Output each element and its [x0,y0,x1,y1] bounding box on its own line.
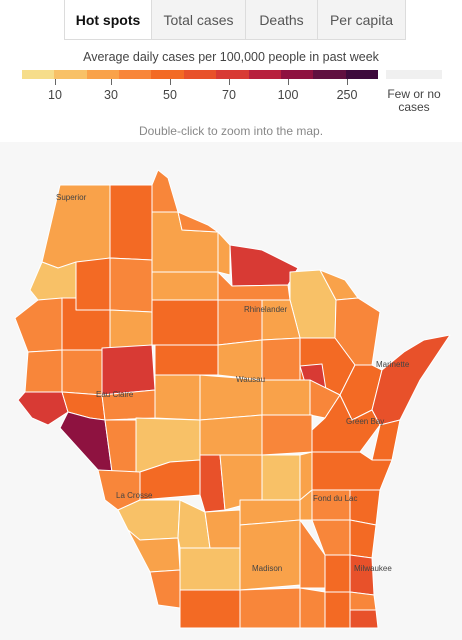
legend-tick-label: 250 [336,88,358,102]
legend-color-swatch [280,70,314,79]
county[interactable] [349,554,375,596]
legend-color-swatch [313,70,346,79]
county[interactable] [179,589,241,629]
legend-color-swatch [54,70,87,79]
city-label: Rhinelander [244,305,287,314]
county[interactable] [109,184,153,261]
county-layer [14,169,451,629]
county[interactable] [349,591,377,611]
county[interactable] [61,349,103,396]
legend-tick [111,79,112,85]
legend-color-swatch [151,70,184,79]
county[interactable] [239,587,301,629]
legend-color-scale [22,70,378,79]
county[interactable] [17,391,69,426]
county[interactable] [29,261,77,301]
legend-tick-label: 70 [222,88,236,102]
legend-color-swatch [119,70,152,79]
county[interactable] [179,547,241,591]
legend-tick [347,79,348,85]
tab-hot-spots[interactable]: Hot spots [65,0,151,39]
city-label: Eau Claire [96,390,134,399]
county[interactable] [261,337,301,381]
legend-tick [55,79,56,85]
city-label: Fond du Lac [313,494,357,503]
tab-bar: Hot spots Total cases Deaths Per capita [64,0,406,40]
legend-color-swatch [86,70,120,79]
city-label: Superior [56,193,87,202]
county[interactable] [261,454,301,501]
city-labels: Superior Rhinelander Marinette Wausau Ea… [56,193,410,573]
legend-color-swatch [248,70,281,79]
county[interactable] [151,169,179,213]
county[interactable] [151,299,219,346]
legend-tick [170,79,171,85]
city-label: Milwaukee [354,564,392,573]
tab-deaths[interactable]: Deaths [245,0,317,39]
legend-tick-label: 10 [48,88,62,102]
legend-tick-label: 30 [104,88,118,102]
city-label: Wausau [236,375,265,384]
county[interactable] [59,411,113,473]
legend-tick-label: 50 [163,88,177,102]
county[interactable] [217,231,231,276]
legend-color-swatch [345,70,378,79]
county[interactable] [217,339,263,381]
county[interactable] [117,499,181,541]
county[interactable] [109,257,153,313]
city-label: Green Bay [346,417,384,426]
county[interactable] [324,554,351,593]
legend-tick-label: 100 [277,88,299,102]
no-cases-swatch [386,70,442,79]
legend-color-swatch [22,70,55,79]
county[interactable] [149,569,181,609]
city-label: La Crosse [116,491,153,500]
county[interactable] [14,297,63,353]
tab-total-cases[interactable]: Total cases [151,0,245,39]
legend-color-swatch [183,70,217,79]
county[interactable] [371,334,451,426]
county[interactable] [24,349,63,393]
county[interactable] [199,414,263,461]
no-cases-label: Few or no cases [387,87,441,114]
county[interactable] [324,591,351,629]
county[interactable] [101,344,156,396]
county[interactable] [349,519,377,559]
county[interactable] [349,609,379,629]
legend-tick [288,79,289,85]
county[interactable] [239,519,301,591]
county[interactable] [261,379,311,416]
county[interactable] [177,211,219,233]
tab-per-capita[interactable]: Per capita [317,0,405,39]
county[interactable] [151,271,219,301]
county[interactable] [154,344,219,376]
legend-color-swatch [216,70,249,79]
county[interactable] [217,271,291,301]
zoom-hint: Double-click to zoom into the map. [138,124,324,138]
county[interactable] [261,414,313,456]
legend-title: Average daily cases per 100,000 people i… [83,50,379,64]
county[interactable] [154,374,201,421]
legend-tick [229,79,230,85]
county[interactable] [204,509,241,549]
county[interactable] [299,587,326,629]
county[interactable] [229,244,299,287]
city-label: Madison [252,564,282,573]
city-label: Marinette [376,360,410,369]
county[interactable] [75,257,111,311]
county[interactable] [127,529,181,573]
